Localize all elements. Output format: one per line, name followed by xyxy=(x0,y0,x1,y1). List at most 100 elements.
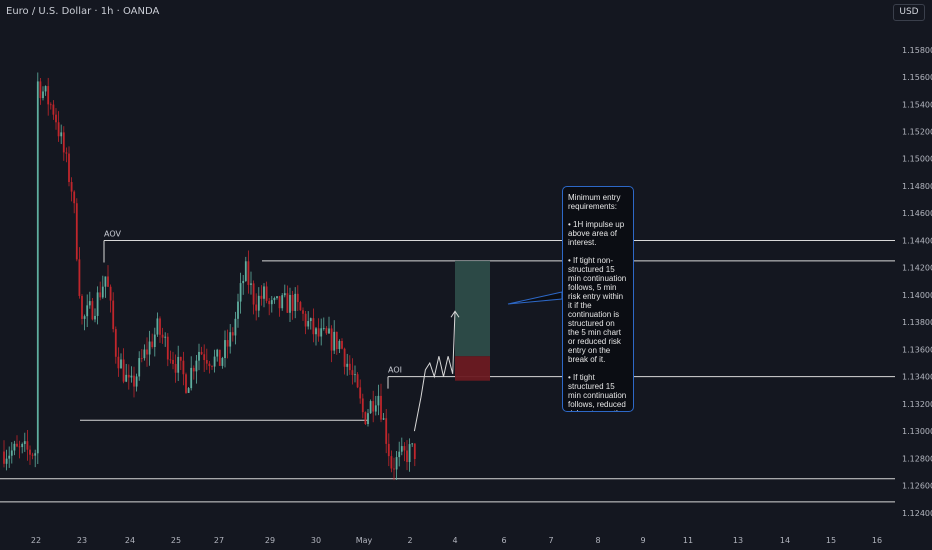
x-tick-label: 13 xyxy=(733,536,743,545)
y-tick-label: 1.14600 xyxy=(902,209,932,218)
candle-body xyxy=(148,341,151,355)
price-axis[interactable]: 1.15800 1.15600 1.15400 1.15200 1.15000 1.148… xyxy=(902,46,932,518)
x-tick-label: 24 xyxy=(125,536,135,545)
projected-path xyxy=(413,311,456,432)
candle-body xyxy=(18,446,21,448)
aov-label: AOV xyxy=(104,229,121,238)
candle-body xyxy=(174,363,177,373)
candle-body xyxy=(16,443,18,447)
candle-body xyxy=(263,286,265,299)
candle-body xyxy=(8,455,11,459)
candle-body xyxy=(10,450,13,456)
chart-title: Euro / U.S. Dollar · 1h · OANDA xyxy=(6,6,160,17)
candle-body xyxy=(26,441,29,450)
candle-body xyxy=(138,358,141,377)
candle-body xyxy=(218,349,221,366)
candle-body xyxy=(372,401,375,412)
x-tick-label: May xyxy=(356,536,373,545)
stop-zone xyxy=(455,356,490,381)
x-tick-label: 11 xyxy=(683,536,693,545)
projected-arrowhead xyxy=(450,310,460,318)
candle-body xyxy=(348,363,351,371)
candle-body xyxy=(190,367,193,389)
candle-body xyxy=(270,300,273,305)
candle-body xyxy=(177,356,180,373)
candle-body xyxy=(294,293,297,311)
candle-body xyxy=(44,86,47,92)
candle-body xyxy=(356,374,359,388)
candle-body xyxy=(5,458,8,464)
candle-body xyxy=(367,413,369,425)
candle-body xyxy=(403,446,406,451)
candle-body xyxy=(75,203,78,260)
candle-body xyxy=(341,340,343,349)
y-tick-label: 1.15000 xyxy=(902,155,932,164)
candle-body xyxy=(278,296,281,309)
y-tick-label: 1.14800 xyxy=(902,182,932,191)
y-tick-label: 1.12600 xyxy=(902,482,932,491)
candle-body xyxy=(213,356,216,367)
candle-body xyxy=(49,104,52,106)
candle-body xyxy=(398,451,401,458)
candle-body xyxy=(265,286,268,301)
candle-body xyxy=(91,301,94,320)
candle-body xyxy=(127,374,130,378)
candle-body xyxy=(315,328,317,335)
candle-body xyxy=(330,328,333,351)
y-tick-label: 1.15400 xyxy=(902,100,932,109)
y-tick-label: 1.13200 xyxy=(902,400,932,409)
candle-body xyxy=(361,398,364,413)
candle-body xyxy=(338,340,341,350)
candle-body xyxy=(31,454,34,456)
candle-body xyxy=(224,340,226,359)
candle-body xyxy=(114,329,117,357)
candle-body xyxy=(283,293,286,296)
candle-body xyxy=(187,388,190,393)
candle-body xyxy=(276,296,278,298)
candle-body xyxy=(226,340,229,347)
candle-body xyxy=(62,132,65,153)
candle-body xyxy=(307,321,310,327)
candle-body xyxy=(390,456,393,469)
candle-body xyxy=(395,457,398,470)
candle-body xyxy=(320,328,323,337)
candle-body xyxy=(312,318,315,335)
entry-requirements-note[interactable]: Minimum entry requirements: • 1H impulse… xyxy=(562,186,634,412)
candle-body xyxy=(36,81,39,454)
candle-body xyxy=(369,401,372,414)
candle-body xyxy=(205,360,208,364)
candle-body xyxy=(268,300,271,305)
candle-body xyxy=(122,359,125,382)
candle-body xyxy=(195,360,198,372)
candle-body xyxy=(73,191,76,204)
candle-body xyxy=(42,91,44,99)
x-tick-label: 27 xyxy=(214,536,224,545)
currency-button[interactable]: USD xyxy=(893,4,925,21)
x-tick-label: 29 xyxy=(265,536,275,545)
candle-body xyxy=(291,294,294,311)
candle-body xyxy=(3,451,5,464)
candle-body xyxy=(302,310,304,314)
candle-body xyxy=(237,301,239,319)
candle-body xyxy=(380,395,382,420)
y-tick-label: 1.15800 xyxy=(902,46,932,55)
candle-body xyxy=(257,295,260,311)
candle-body xyxy=(86,305,89,317)
candle-body xyxy=(354,374,356,376)
candle-body xyxy=(135,376,138,387)
time-axis[interactable]: 22 23 24 25 27 29 30 May 2 4 6 7 8 9 11 13 14 15 16 xyxy=(31,536,882,545)
candle-body xyxy=(104,276,107,287)
candle-body xyxy=(377,395,380,406)
candle-body xyxy=(325,328,328,334)
candle-body xyxy=(52,104,55,115)
x-tick-label: 22 xyxy=(31,536,41,545)
x-tick-label: 25 xyxy=(171,536,181,545)
candle-body xyxy=(299,302,302,311)
candle-body xyxy=(94,315,96,320)
candle-body xyxy=(179,356,182,361)
candle-body xyxy=(216,349,219,357)
y-tick-label: 1.14200 xyxy=(902,264,932,273)
candle-body xyxy=(289,294,291,313)
candle-body xyxy=(309,318,312,322)
